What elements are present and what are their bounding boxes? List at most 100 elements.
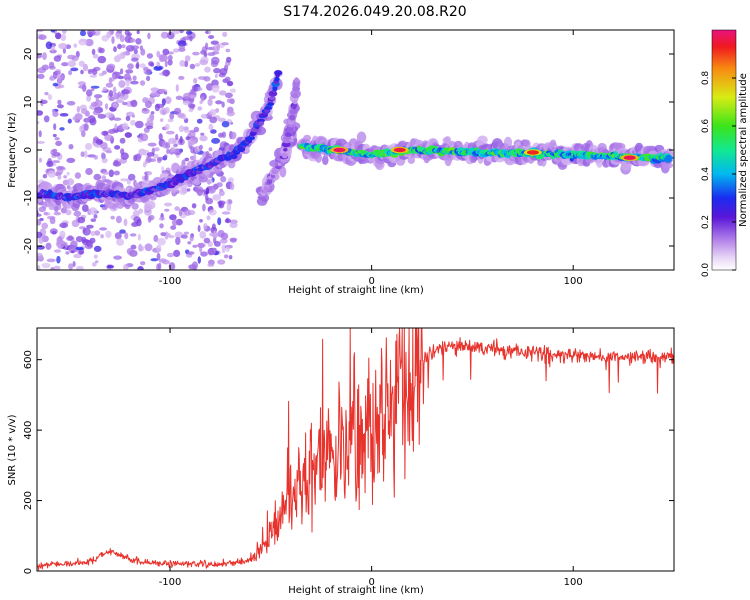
spectrogram-noise-blob: [226, 56, 232, 63]
spectrogram-noise-blob: [186, 188, 191, 192]
spectrogram-noise-blob: [68, 70, 73, 76]
spectrogram-noise-blob: [203, 76, 211, 82]
spectrogram-noise-blob: [57, 174, 62, 180]
spectrogram-noise-blob: [127, 63, 134, 70]
spectrogram-noise-blob: [53, 211, 61, 216]
spectrogram-noise-blob: [73, 210, 82, 217]
snr-xtick-label: 100: [564, 577, 583, 588]
spectrogram-noise-blob: [82, 227, 91, 236]
spectrogram-noise-blob: [125, 51, 131, 56]
spectrogram-noise-blob: [211, 79, 219, 87]
spectrogram-noise-blob: [221, 244, 227, 251]
snr-series-line: [37, 328, 674, 571]
spectrogram-noise-blob: [89, 118, 97, 126]
spectrogram-ridge-halo: [407, 156, 415, 164]
spectrogram-noise-blob: [57, 77, 62, 86]
spectrogram-ridge-cell: [289, 114, 296, 121]
spectrogram-noise-blob: [226, 80, 234, 87]
spectrogram-noise-blob: [226, 203, 232, 212]
spectrogram-noise-blob: [105, 230, 112, 238]
spectrogram-noise-blob: [225, 48, 231, 53]
spectrogram-noise-blob: [47, 170, 57, 178]
spectrogram-noise-blob: [53, 249, 62, 253]
spectrogram-noise-blob: [43, 115, 50, 123]
spectrogram-noise-blob: [203, 237, 211, 244]
spectrogram-noise-blob: [192, 244, 198, 248]
spectrogram-noise-blob: [106, 31, 112, 39]
spectrogram-noise-blob: [175, 84, 179, 92]
spectrogram-noise-blob: [202, 203, 206, 212]
spectrogram-noise-blob: [136, 30, 140, 34]
spectrogram-noise-blob: [125, 69, 134, 74]
spectrogram-noise-blob: [150, 111, 155, 115]
spectrogram-noise-blob: [200, 113, 208, 119]
spectrogram-noise-blob: [211, 137, 221, 144]
spectrogram-noise-blob: [181, 234, 188, 239]
spectrogram-noise-blob: [217, 259, 226, 265]
spectrogram-noise-blob: [224, 92, 233, 99]
spectrogram-noise-blob: [170, 225, 177, 230]
spectrogram-noise-blob: [93, 173, 102, 181]
spectrogram-noise-blob: [89, 237, 96, 244]
spectrogram-noise-blob: [37, 54, 43, 59]
spectrogram-noise-blob: [101, 130, 109, 136]
spectrogram-noise-blob: [56, 255, 61, 264]
spectrogram-noise-blob: [200, 132, 205, 136]
spectrogram-noise-blob: [189, 63, 196, 70]
snr-ticks: -100 0 100 0 200 400 600: [23, 328, 674, 588]
spectrogram-ridge-cell: [287, 126, 292, 133]
spectrogram-noise-blob: [79, 38, 87, 42]
spectrogram-noise-blob: [150, 258, 159, 262]
spectrogram-noise-blob: [184, 209, 192, 216]
spectrogram-noise-blob: [164, 208, 170, 212]
spectrogram-noise-blob: [177, 113, 185, 118]
spectrogram-noise-blob: [59, 230, 66, 239]
spectrogram-noise-blob: [164, 60, 168, 68]
spectrogram-noise-blob: [66, 178, 75, 186]
snr-frame: [36, 327, 675, 572]
spectrogram-noise-blob: [146, 53, 153, 59]
spectrogram-noise-blob: [164, 96, 172, 104]
spectrogram-noise-blob: [221, 121, 230, 128]
spectrogram-noise-blob: [135, 63, 140, 69]
spectrogram-noise-blob: [221, 249, 226, 253]
spectrogram-noise-blob: [158, 133, 163, 141]
spectrogram-noise-blob: [123, 73, 131, 81]
spectrogram-noise-blob: [60, 33, 67, 42]
spectrogram-noise-blob: [90, 218, 97, 222]
spectrogram-noise-blob: [226, 110, 235, 117]
spectrogram-noise-blob: [220, 176, 227, 183]
spectrogram-noise-blob: [38, 34, 47, 40]
spectrogram-noise-blob: [217, 200, 226, 206]
spectrogram-noise-blob: [219, 238, 228, 244]
spectrogram-noise-blob: [129, 38, 136, 43]
spectrogram-noise-blob: [55, 140, 62, 147]
spectrogram-noise-blob: [158, 54, 165, 63]
spectrogram-noise-blob: [175, 237, 181, 245]
spectrogram-noise-blob: [189, 130, 196, 138]
spectrogram-noise-blob: [125, 79, 130, 87]
spectrogram-noise-blob: [113, 46, 117, 53]
spectrogram-noise-blob: [221, 42, 229, 46]
spectrogram-noise-blob: [128, 173, 136, 181]
spectrogram-noise-blob: [216, 182, 223, 188]
spectrogram-noise-blob: [167, 55, 173, 61]
spectrogram-noise-blob: [221, 211, 231, 215]
spectrogram-ridge-cell: [284, 132, 293, 137]
spectrogram-noise-blob: [137, 233, 141, 241]
spectrogram-noise-blob: [189, 35, 193, 42]
spectrogram-noise-blob: [158, 262, 162, 270]
spectrogram-noise-blob: [108, 77, 113, 84]
spectrogram-noise-blob: [78, 60, 85, 67]
spectrogram-noise-blob: [73, 253, 82, 259]
spectrogram-ridge-halo: [322, 155, 329, 166]
spectrogram-noise-blob: [224, 218, 232, 224]
spectrogram-hotspot: [333, 147, 346, 153]
spectrogram-noise-blob: [113, 255, 122, 260]
spectrogram-noise-blob: [66, 236, 75, 242]
spectrogram-noise-blob: [51, 230, 57, 235]
spectrogram-noise-blob: [165, 232, 171, 238]
spectrogram-noise-blob: [125, 115, 131, 122]
spectrogram-noise-blob: [71, 219, 80, 228]
